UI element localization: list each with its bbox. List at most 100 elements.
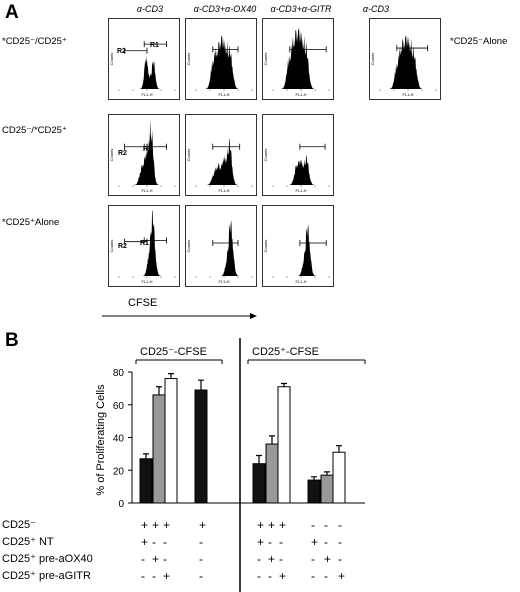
bar-5 bbox=[265, 443, 279, 504]
histogram-r2c3-distribution bbox=[273, 155, 329, 185]
histogram-r2c1-y-label: Counts bbox=[109, 149, 114, 162]
histogram-r2c1-plot: FL1-H Counts bbox=[109, 119, 176, 193]
condition-symbol: + bbox=[311, 535, 319, 549]
y-tick-label-4: 80 bbox=[113, 368, 125, 379]
error-bar-1 bbox=[156, 386, 162, 395]
gate-r1-label-2: R1 bbox=[143, 146, 152, 153]
histogram-r1c3: FL1-H Counts bbox=[262, 18, 334, 100]
error-bar-5 bbox=[269, 435, 275, 445]
row-label-3: *CD25⁺Alone bbox=[2, 217, 60, 228]
condition-symbol: - bbox=[257, 552, 261, 566]
error-bar-8 bbox=[324, 471, 330, 476]
histogram-r1c1-y-label: Counts bbox=[109, 53, 114, 66]
y-tick-label-1: 20 bbox=[113, 466, 125, 477]
condition-symbol: - bbox=[324, 518, 328, 532]
panel-a-letter: A bbox=[5, 2, 19, 23]
condition-symbol: - bbox=[199, 569, 203, 583]
condition-symbol: - bbox=[338, 535, 342, 549]
bar-2 bbox=[164, 378, 178, 504]
histogram-r3c2-plot: FL1-H Counts bbox=[186, 219, 253, 284]
histogram-r3c1-x-label: FL1-H bbox=[141, 279, 152, 284]
bar-7 bbox=[307, 479, 321, 504]
histogram-r3c2-gate-0 bbox=[212, 240, 239, 246]
condition-symbol: + bbox=[141, 535, 149, 549]
bar-chart: % of Proliferating Cells 0 20 40 60 80 bbox=[95, 338, 366, 592]
histogram-r2c1-gate-1 bbox=[143, 143, 167, 150]
error-bar-7 bbox=[311, 476, 317, 481]
cfse-arrow bbox=[102, 313, 257, 319]
histogram-r1c2-plot: FL1-H Counts bbox=[186, 35, 253, 97]
condition-symbol: + bbox=[257, 518, 265, 532]
histogram-r1c3-y-label: Counts bbox=[263, 53, 268, 66]
histogram-r2c3-y-label: Counts bbox=[263, 149, 268, 162]
histogram-r2c3-plot: FL1-H Counts bbox=[263, 143, 330, 193]
histogram-r3c3-gate-0 bbox=[299, 240, 327, 246]
histogram-r2c2-plot: FL1-H Counts bbox=[186, 138, 253, 193]
group-label-right: CD25⁺-CFSE bbox=[252, 346, 319, 358]
row-label-1: *CD25⁻/CD25⁺ bbox=[2, 36, 67, 47]
bar-8 bbox=[320, 474, 334, 504]
histogram-r3c1-plot: FL1-H Counts bbox=[109, 210, 176, 284]
bar-0 bbox=[139, 458, 153, 504]
bar-1 bbox=[152, 394, 166, 504]
error-bar-3 bbox=[198, 379, 204, 391]
condition-symbol: - bbox=[152, 569, 156, 583]
panel-b-letter: B bbox=[5, 330, 19, 351]
histogram-r2c3-gate-0 bbox=[299, 143, 326, 150]
histogram-r1c1-gate-1 bbox=[143, 41, 167, 48]
histogram-r1c4: FL1-H Counts bbox=[369, 18, 441, 100]
histogram-r2c1-distribution bbox=[119, 119, 175, 185]
histogram-r1c4-y-label: Counts bbox=[370, 53, 375, 66]
histogram-r2c2: FL1-H Counts bbox=[185, 114, 257, 196]
group-label-left: CD25⁻-CFSE bbox=[140, 346, 207, 358]
condition-symbol: - bbox=[338, 552, 342, 566]
histogram-r2c2-gate-0 bbox=[212, 143, 241, 150]
histogram-r1c1-gate-0 bbox=[124, 47, 148, 54]
condition-symbol: + bbox=[338, 569, 346, 583]
histogram-r3c2: FL1-H Counts bbox=[185, 205, 257, 287]
histogram-r1c2-y-label: Counts bbox=[186, 53, 191, 66]
y-tick-label-2: 40 bbox=[113, 434, 125, 445]
histogram-r1c3-x-label: FL1-H bbox=[295, 92, 306, 97]
condition-label-1: CD25⁻ bbox=[2, 519, 36, 531]
error-bar-2 bbox=[168, 373, 174, 379]
condition-symbol: - bbox=[311, 552, 315, 566]
histogram-r2c1: FL1-H Counts bbox=[108, 114, 180, 196]
condition-symbol: - bbox=[268, 535, 272, 549]
column-header-2: α-CD3+α-OX40 bbox=[193, 4, 257, 14]
condition-symbol: + bbox=[257, 535, 265, 549]
histogram-r3c3: FL1-H Counts bbox=[262, 205, 334, 287]
column-header-1: α-CD3 bbox=[136, 4, 164, 14]
histogram-r3c3-plot: FL1-H Counts bbox=[263, 224, 330, 284]
histogram-r3c1-y-label: Counts bbox=[109, 240, 114, 253]
condition-symbol: - bbox=[163, 535, 167, 549]
condition-symbol: - bbox=[279, 535, 283, 549]
condition-symbol: + bbox=[268, 552, 276, 566]
column-header-3: α-CD3+α-GITR bbox=[270, 4, 332, 14]
condition-symbol: + bbox=[141, 518, 149, 532]
condition-symbol: - bbox=[311, 518, 315, 532]
condition-symbol: - bbox=[163, 552, 167, 566]
bar-3 bbox=[194, 389, 208, 504]
condition-symbol: - bbox=[311, 569, 315, 583]
histogram-r1c4-x-label: FL1-H bbox=[402, 92, 413, 97]
histogram-r1c4-gate-0 bbox=[396, 45, 428, 52]
histogram-r1c2-x-label: FL1-H bbox=[218, 92, 229, 97]
histogram-r3c3-x-label: FL1-H bbox=[295, 279, 306, 284]
histogram-r3c3-y-label: Counts bbox=[263, 240, 268, 253]
condition-symbol: - bbox=[268, 569, 272, 583]
condition-label-3: CD25⁺ pre-aOX40 bbox=[2, 553, 93, 565]
condition-symbol: - bbox=[199, 535, 203, 549]
condition-symbol: + bbox=[152, 552, 160, 566]
condition-symbol: + bbox=[279, 569, 287, 583]
histogram-r2c2-distribution bbox=[196, 138, 252, 185]
error-bar-9 bbox=[336, 445, 342, 453]
histogram-r1c1-x-label: FL1-H bbox=[141, 92, 152, 97]
right-row-label: *CD25⁻Alone bbox=[450, 36, 508, 47]
histogram-r1c2-gate-0 bbox=[212, 46, 239, 53]
gate-r2-label-3: R2 bbox=[118, 243, 127, 250]
condition-label-2: CD25⁺ NT bbox=[2, 536, 54, 548]
condition-symbol: - bbox=[141, 552, 145, 566]
condition-symbol: - bbox=[141, 569, 145, 583]
condition-symbol: + bbox=[152, 518, 160, 532]
